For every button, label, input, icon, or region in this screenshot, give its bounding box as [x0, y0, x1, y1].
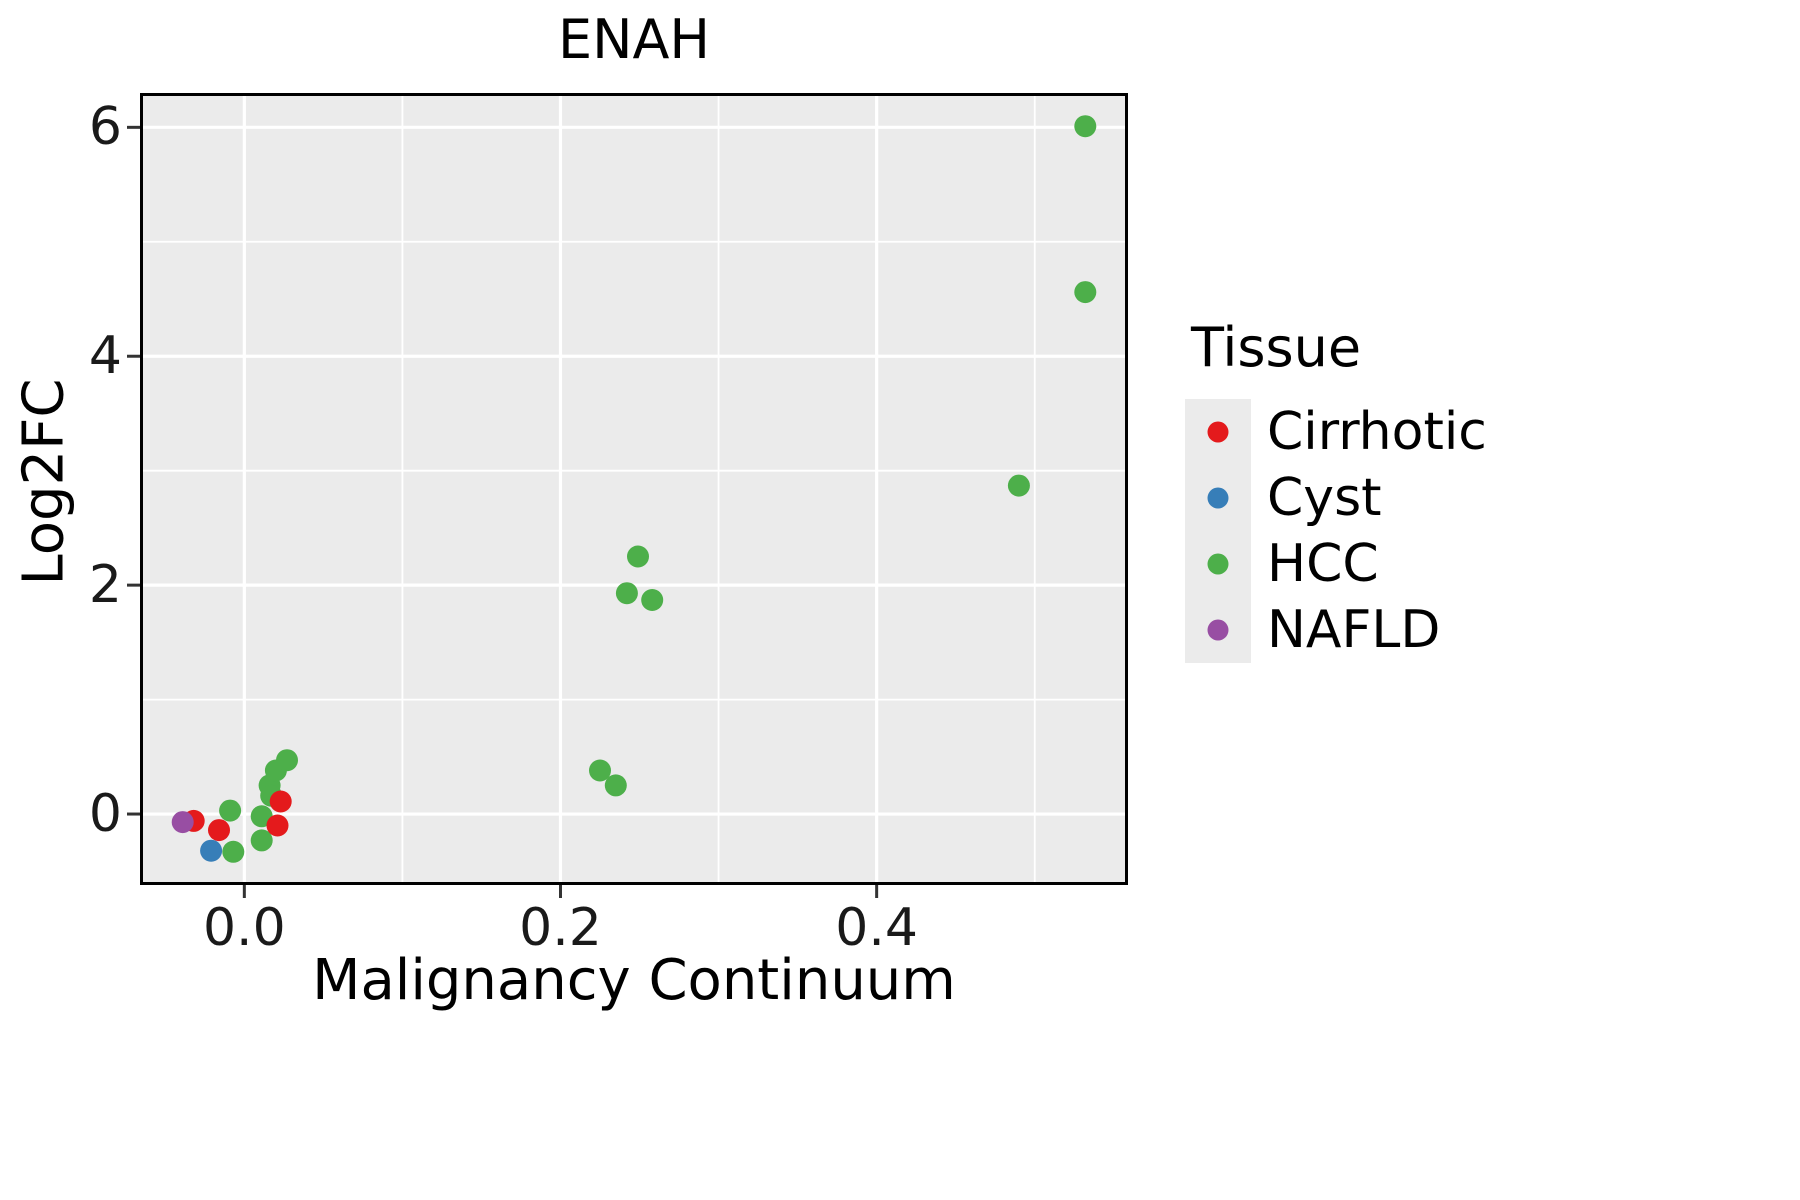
point-NAFLD	[171, 811, 194, 834]
legend-key	[1185, 531, 1251, 597]
legend-dot-icon	[1207, 421, 1229, 443]
x-tick-label: 0.0	[202, 898, 286, 958]
x-axis-label: Malignancy Continuum	[312, 948, 956, 1013]
plot-panel	[127, 93, 1128, 898]
legend-items: Cirrhotic Cyst HCC NAFLD	[1185, 399, 1487, 663]
scatter-plot	[127, 93, 1128, 898]
legend-item-HCC: HCC	[1185, 531, 1487, 597]
y-tick-label: 2	[88, 555, 122, 616]
point-HCC	[641, 589, 664, 611]
point-HCC	[222, 840, 245, 863]
point-HCC	[615, 582, 638, 605]
legend-item-Cyst: Cyst	[1185, 465, 1487, 531]
legend-dot-icon	[1207, 487, 1229, 509]
y-tick-label: 4	[88, 326, 122, 387]
legend-item-Cirrhotic: Cirrhotic	[1185, 399, 1487, 465]
point-HCC	[1007, 474, 1030, 497]
legend-dot-icon	[1207, 619, 1229, 641]
legend-key	[1185, 399, 1251, 465]
legend-title: Tissue	[1191, 316, 1362, 379]
legend-label: Cirrhotic	[1267, 402, 1487, 462]
point-HCC	[250, 829, 273, 852]
y-axis-label: Log2FC	[11, 378, 77, 586]
point-HCC	[589, 759, 611, 782]
legend: Tissue Cirrhotic Cyst HCC NAFLD	[1185, 316, 1487, 663]
point-Cirrhotic	[208, 819, 230, 842]
legend-key	[1185, 597, 1251, 663]
panel-border	[140, 93, 1128, 885]
legend-dot-icon	[1207, 553, 1229, 575]
x-tick-label: 0.4	[835, 898, 918, 958]
legend-key	[1185, 465, 1251, 531]
point-HCC	[627, 545, 649, 568]
x-tick-label: 0.2	[519, 898, 602, 958]
legend-label: HCC	[1267, 534, 1379, 594]
point-Cirrhotic	[266, 814, 289, 837]
point-HCC	[1074, 115, 1097, 138]
point-HCC	[604, 774, 627, 797]
point-HCC	[219, 799, 242, 822]
point-HCC	[1074, 281, 1097, 304]
y-tick-label: 0	[88, 784, 122, 845]
chart-title: ENAH	[557, 8, 711, 71]
legend-label: Cyst	[1267, 468, 1382, 528]
point-HCC	[276, 749, 298, 772]
y-tick-label: 6	[88, 97, 122, 158]
point-Cirrhotic	[269, 790, 292, 813]
point-Cyst	[200, 839, 223, 862]
legend-item-NAFLD: NAFLD	[1185, 597, 1487, 663]
legend-label: NAFLD	[1267, 600, 1441, 660]
